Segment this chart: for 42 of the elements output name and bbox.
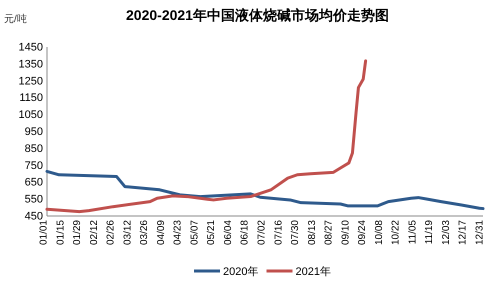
x-tick-label: 09/24	[357, 220, 368, 246]
x-tick-label: 01/29	[72, 220, 84, 246]
y-tick-label: 950	[24, 126, 43, 138]
x-tick-label: 10/08	[374, 220, 385, 246]
x-tick-label: 03/12	[122, 220, 134, 246]
x-tick-label: 12/31	[474, 220, 486, 246]
legend-label: 2020年	[223, 266, 258, 278]
x-tick-label: 08/27	[324, 220, 335, 246]
x-tick-label: 09/10	[340, 220, 352, 246]
y-tick-label: 750	[24, 160, 43, 172]
y-tick-label: 650	[24, 176, 43, 189]
x-tick-label: 11/19	[424, 220, 436, 244]
x-tick-label: 07/16	[273, 220, 284, 246]
x-tick-label: 10/22	[390, 220, 402, 246]
x-tick-label: 02/26	[106, 220, 117, 246]
chart-title: 2020-2021年中国液体烧碱市场均价走势图	[126, 7, 389, 23]
x-tick-label: 04/09	[156, 220, 167, 246]
y-axis-title: 元/吨	[4, 13, 27, 25]
x-tick-label: 04/23	[172, 220, 184, 246]
x-tick-label: 07/30	[290, 220, 302, 246]
x-tick-label: 08/13	[306, 220, 318, 246]
x-tick-label: 12/17	[458, 220, 469, 246]
y-tick-label: 1150	[19, 92, 43, 104]
x-tick-label: 01/15	[55, 220, 66, 246]
x-tick-label: 05/21	[206, 220, 218, 246]
legend-label: 2021年	[296, 266, 331, 278]
line-series	[46, 170, 484, 210]
y-tick-label: 1250	[18, 75, 43, 88]
y-tick-label: 850	[24, 142, 43, 155]
x-tick-label: 06/18	[240, 220, 251, 246]
x-tick-label: 06/04	[222, 220, 234, 246]
x-tick-label: 03/26	[139, 220, 150, 246]
y-tick-label: 1350	[18, 58, 43, 70]
y-tick-label: 1450	[18, 42, 43, 54]
y-tick-label: 1050	[18, 109, 43, 122]
line-series	[46, 59, 368, 214]
x-tick-label: 02/12	[88, 220, 100, 246]
x-tick-label: 12/03	[440, 220, 452, 246]
x-tick-label: 05/07	[189, 220, 200, 246]
x-tick-label: 11/05	[407, 220, 418, 244]
x-tick-label: 07/02	[256, 220, 268, 246]
y-tick-label: 550	[24, 194, 43, 206]
